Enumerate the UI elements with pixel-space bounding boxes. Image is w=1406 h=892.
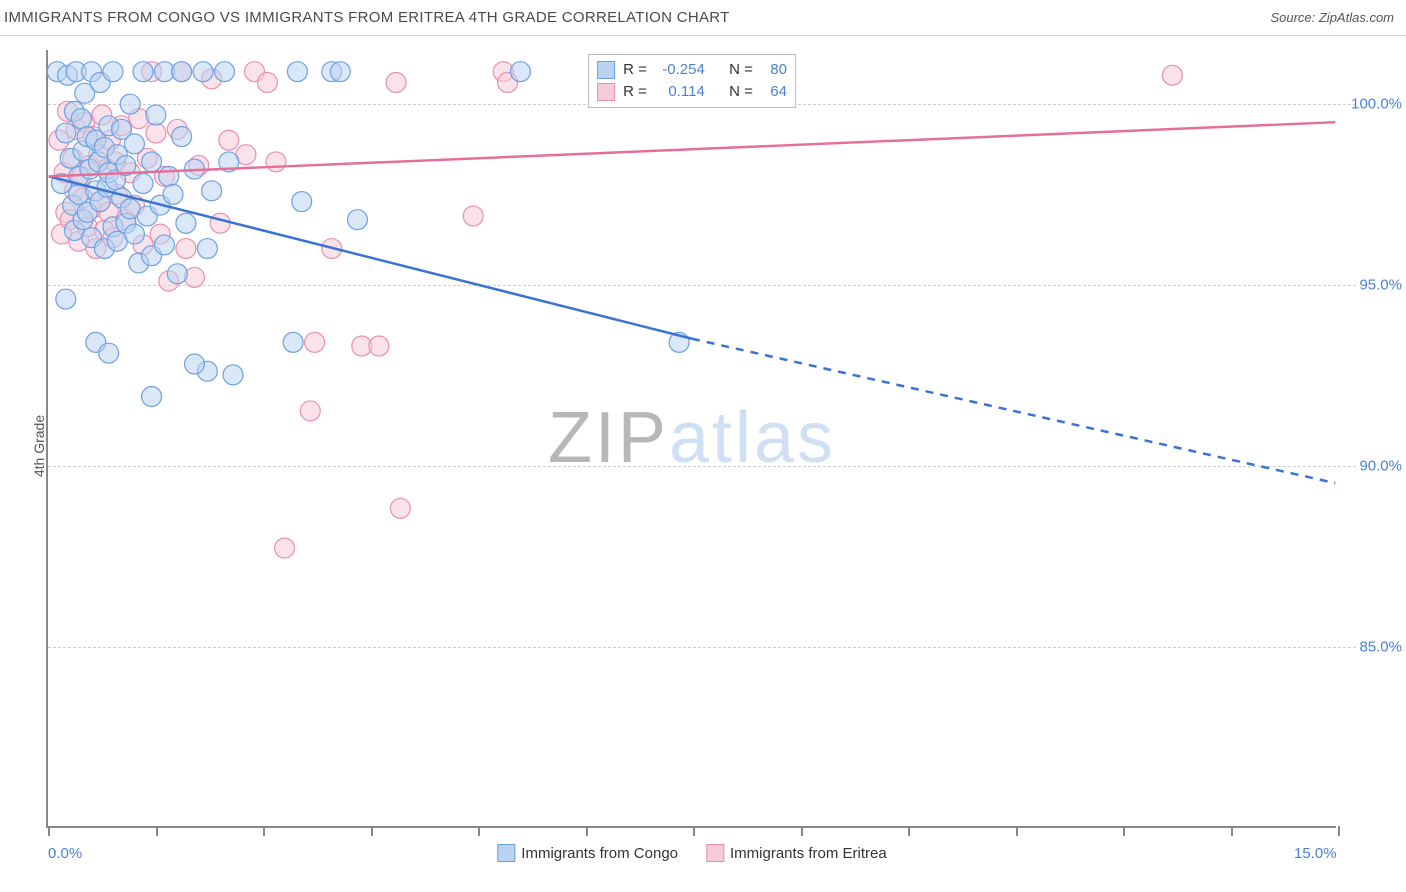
y-tick-label: 95.0%	[1359, 277, 1402, 294]
legend-label-congo: Immigrants from Congo	[521, 845, 678, 862]
data-point	[120, 94, 140, 114]
x-tick	[156, 826, 158, 836]
data-point	[305, 332, 325, 352]
data-point	[133, 62, 153, 82]
y-tick-label: 100.0%	[1351, 96, 1402, 113]
n-value-eritrea: 64	[761, 81, 787, 103]
swatch-congo-icon	[497, 844, 515, 862]
x-tick	[1016, 826, 1018, 836]
data-point	[142, 152, 162, 172]
data-point	[124, 224, 144, 244]
chart-source: Source: ZipAtlas.com	[1270, 10, 1394, 25]
data-point	[330, 62, 350, 82]
r-label: R =	[623, 59, 647, 81]
data-point	[386, 73, 406, 93]
x-tick	[801, 826, 803, 836]
data-point	[210, 213, 230, 233]
x-tick	[263, 826, 265, 836]
r-label: R =	[623, 81, 647, 103]
data-point	[56, 289, 76, 309]
legend-item-eritrea: Immigrants from Eritrea	[706, 844, 887, 862]
x-tick-label: 0.0%	[48, 845, 82, 862]
x-tick	[1338, 826, 1340, 836]
y-axis-label: 4th Grade	[31, 415, 47, 477]
data-point	[159, 166, 179, 186]
data-point	[257, 73, 277, 93]
chart-header: IMMIGRANTS FROM CONGO VS IMMIGRANTS FROM…	[0, 0, 1406, 36]
data-point	[103, 62, 123, 82]
x-tick	[1123, 826, 1125, 836]
data-point	[146, 123, 166, 143]
data-point	[56, 123, 76, 143]
data-point	[133, 174, 153, 194]
y-tick-label: 90.0%	[1359, 458, 1402, 475]
data-point	[202, 181, 222, 201]
swatch-eritrea-icon	[706, 844, 724, 862]
data-point	[1162, 65, 1182, 85]
data-point	[287, 62, 307, 82]
data-point	[172, 127, 192, 147]
data-point	[176, 213, 196, 233]
x-tick	[478, 826, 480, 836]
data-point	[369, 336, 389, 356]
data-point	[300, 401, 320, 421]
x-tick	[48, 826, 50, 836]
data-point	[99, 343, 119, 363]
x-tick	[586, 826, 588, 836]
chart-plot-area: ZIPatlas R = -0.254 N = 80 R = 0.114 N =…	[46, 50, 1336, 828]
data-point	[163, 184, 183, 204]
n-label: N =	[729, 59, 753, 81]
data-point	[167, 264, 187, 284]
x-tick	[693, 826, 695, 836]
x-tick-label: 15.0%	[1294, 845, 1337, 862]
data-point	[154, 235, 174, 255]
data-point	[197, 239, 217, 259]
chart-svg	[48, 50, 1336, 826]
legend-stats-row-eritrea: R = 0.114 N = 64	[597, 81, 787, 103]
data-point	[185, 354, 205, 374]
swatch-congo-icon	[597, 61, 615, 79]
data-point	[142, 387, 162, 407]
n-value-congo: 80	[761, 59, 787, 81]
data-point	[69, 184, 89, 204]
x-tick	[908, 826, 910, 836]
data-point	[463, 206, 483, 226]
data-point	[185, 267, 205, 287]
data-point	[172, 62, 192, 82]
data-point	[219, 130, 239, 150]
data-point	[124, 134, 144, 154]
data-point	[275, 538, 295, 558]
legend-item-congo: Immigrants from Congo	[497, 844, 678, 862]
legend-label-eritrea: Immigrants from Eritrea	[730, 845, 887, 862]
x-tick	[1231, 826, 1233, 836]
data-point	[176, 239, 196, 259]
swatch-eritrea-icon	[597, 83, 615, 101]
data-point	[510, 62, 530, 82]
data-point	[193, 62, 213, 82]
data-point	[283, 332, 303, 352]
legend-series: Immigrants from Congo Immigrants from Er…	[497, 844, 886, 862]
r-value-eritrea: 0.114	[655, 81, 705, 103]
legend-stats: R = -0.254 N = 80 R = 0.114 N = 64	[588, 54, 796, 108]
r-value-congo: -0.254	[655, 59, 705, 81]
data-point	[215, 62, 235, 82]
x-tick	[371, 826, 373, 836]
y-tick-label: 85.0%	[1359, 639, 1402, 656]
data-point	[347, 210, 367, 230]
data-point	[266, 152, 286, 172]
data-point	[390, 498, 410, 518]
data-point	[223, 365, 243, 385]
n-label: N =	[729, 81, 753, 103]
legend-stats-row-congo: R = -0.254 N = 80	[597, 59, 787, 81]
data-point	[146, 105, 166, 125]
chart-title: IMMIGRANTS FROM CONGO VS IMMIGRANTS FROM…	[4, 9, 730, 26]
regression-line	[692, 339, 1335, 483]
data-point	[292, 192, 312, 212]
data-point	[71, 109, 91, 129]
